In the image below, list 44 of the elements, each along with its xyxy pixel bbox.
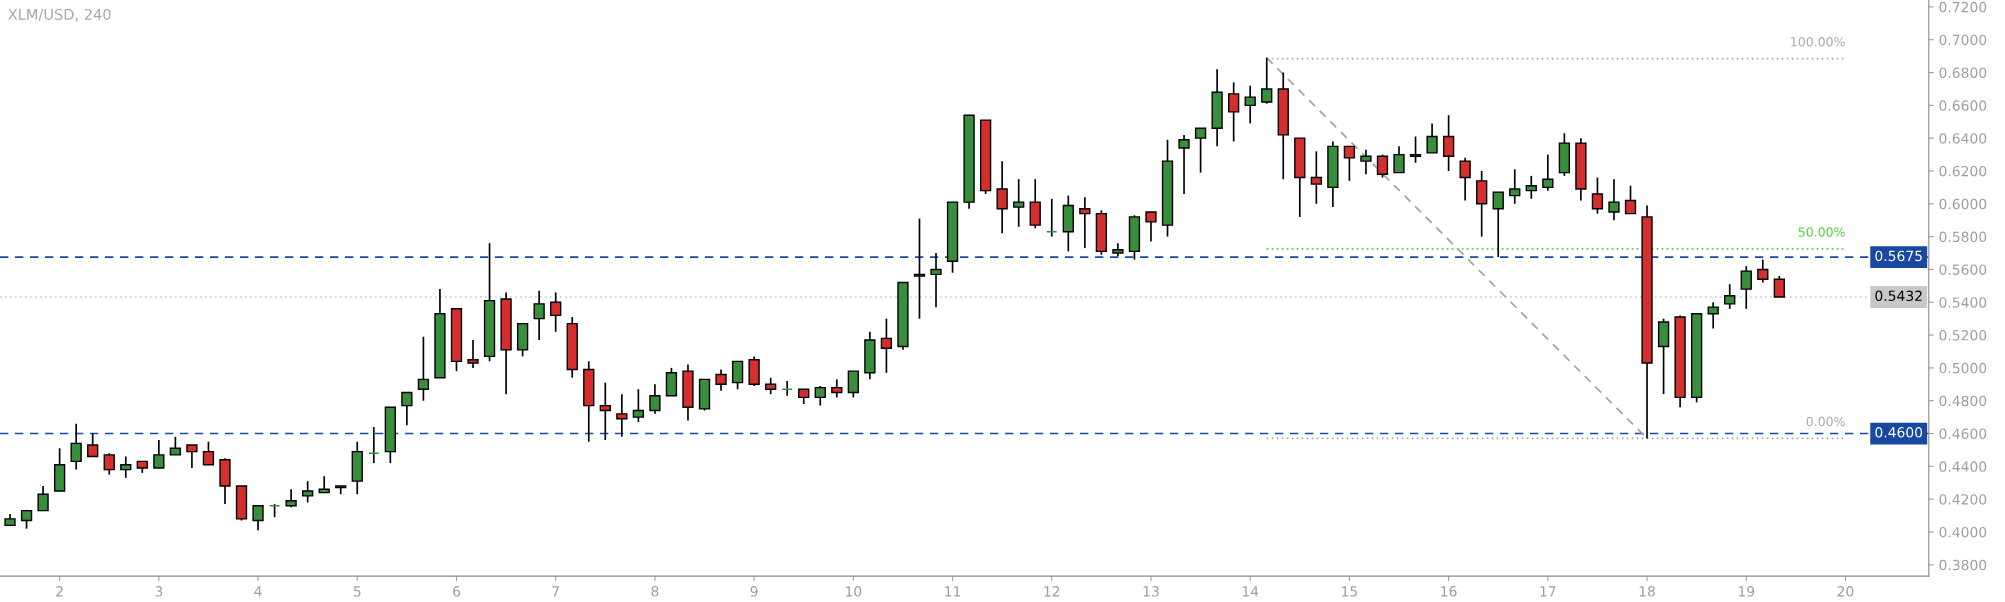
y-tick-label: 0.5800: [1939, 231, 1987, 243]
y-tick-label: 0.4600: [1939, 428, 1987, 439]
y-tick-label: 0.4000: [1939, 526, 1987, 538]
y-tick-label: 0.6200: [1939, 165, 1987, 177]
series-label: 50.00%: [1798, 227, 1845, 237]
series-label: 0.00%: [1806, 416, 1845, 427]
y-tick-label: 0.5000: [1939, 362, 1987, 374]
x-tick-label: 19: [1738, 586, 1755, 597]
x-tick-label: 20: [1837, 586, 1854, 597]
text: XLM/USD, 240: [8, 8, 111, 22]
y-tick-label: 0.6400: [1939, 133, 1987, 144]
y-tick-label: 0.4400: [1939, 461, 1987, 472]
x-tick-label: 12: [1044, 586, 1060, 597]
x-tick-label: 17: [1540, 586, 1556, 597]
x-tick-label: 8: [651, 586, 659, 597]
y-tick-label: 0.3800: [1939, 559, 1987, 571]
y-tick-label: 0.7000: [1939, 34, 1987, 46]
y-tick-label: 0.4200: [1939, 494, 1987, 505]
y-tick-label: 0.5600: [1939, 264, 1987, 275]
y-tick-label: 0.6000: [1939, 198, 1987, 210]
x-tick-label: 6: [453, 586, 461, 597]
y-tick-label: 0.6600: [1939, 100, 1987, 111]
ref-line-label: 0.5675: [1875, 250, 1922, 262]
x-tick-label: 5: [353, 586, 361, 597]
x-tick-label: 2: [56, 586, 63, 597]
y-tick-label: 0.4800: [1939, 395, 1987, 407]
x-tick-label: 18: [1639, 586, 1655, 597]
ref-line-label: 0.4600: [1875, 427, 1923, 438]
x-tick-label: 13: [1143, 586, 1159, 597]
x-tick-label: 14: [1242, 586, 1259, 597]
x-tick-label: 10: [846, 586, 862, 597]
x-tick-label: 4: [254, 586, 262, 597]
x-tick-label: 11: [945, 586, 961, 597]
x-tick-label: 16: [1441, 586, 1457, 597]
x-tick-label: 9: [750, 586, 758, 597]
y-tick-label: 0.5200: [1939, 330, 1987, 341]
x-tick-label: 7: [552, 586, 559, 597]
x-tick-label: 3: [155, 586, 163, 597]
y-tick-label: 0.7200: [1939, 1, 1987, 13]
x-tick-label: 15: [1342, 586, 1358, 597]
ref-line-label: 0.5432: [1875, 290, 1922, 302]
y-tick-label: 0.5400: [1939, 297, 1987, 308]
series-label: 100.00%: [1791, 36, 1845, 47]
y-tick-label: 0.6800: [1939, 67, 1987, 78]
